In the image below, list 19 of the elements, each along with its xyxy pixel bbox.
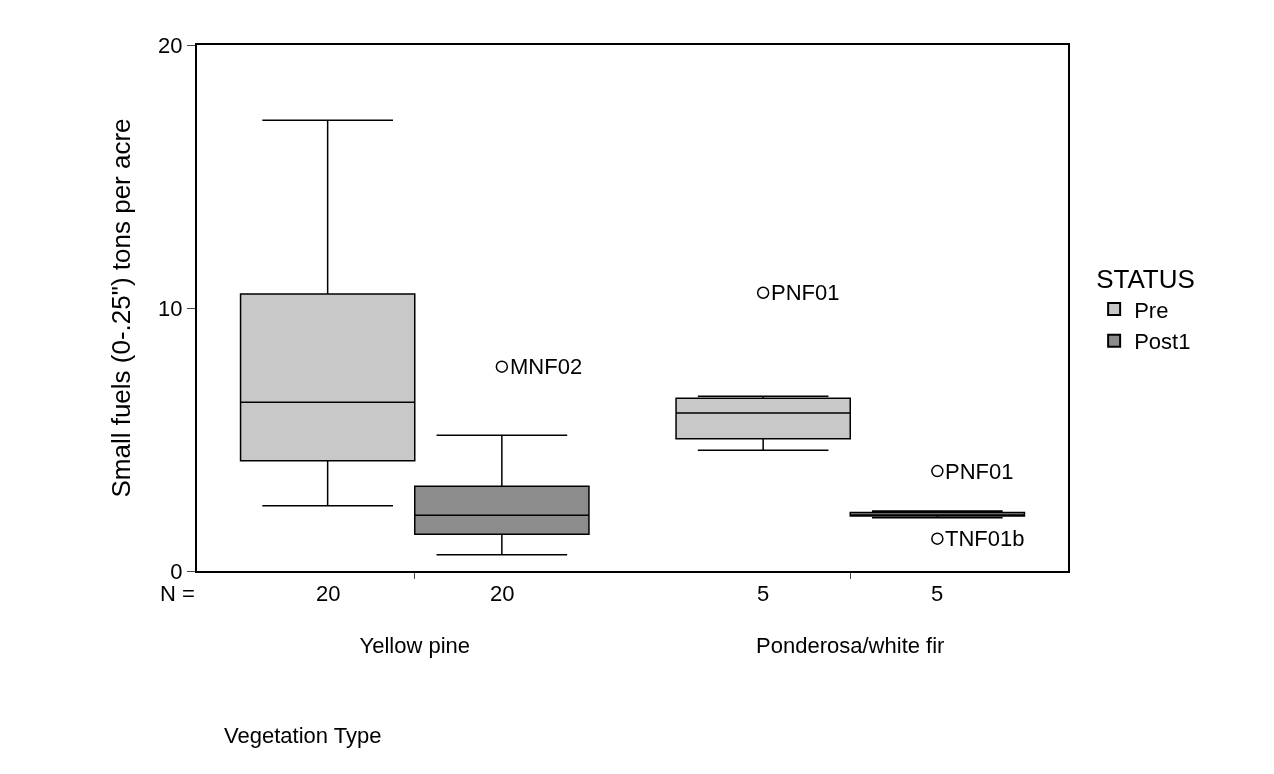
legend-label: Post1	[1134, 329, 1191, 355]
annotation: PNF01	[945, 459, 1014, 484]
text: 20	[490, 581, 515, 606]
y-axis-title: Small fuels (0-.25") tons per acre	[106, 118, 137, 498]
y-tick-label: 0	[170, 558, 183, 584]
x-tick-label: Ponderosa/white fir	[756, 633, 945, 659]
x-axis-title: Vegetation Type	[224, 723, 382, 748]
y-tick-label: 10	[158, 295, 183, 321]
text: 5	[931, 581, 944, 606]
text: N =	[160, 581, 195, 606]
annotation: MNF02	[510, 354, 583, 379]
text: 20	[316, 581, 341, 606]
legend-title: STATUS	[1096, 264, 1195, 295]
annotation: PNF01	[771, 280, 840, 305]
y-tick-label: 20	[158, 32, 183, 58]
text: 5	[757, 581, 770, 606]
legend-label: Pre	[1134, 297, 1169, 323]
annotation: TNF01b	[945, 526, 1025, 551]
x-tick-label: Yellow pine	[359, 633, 470, 659]
